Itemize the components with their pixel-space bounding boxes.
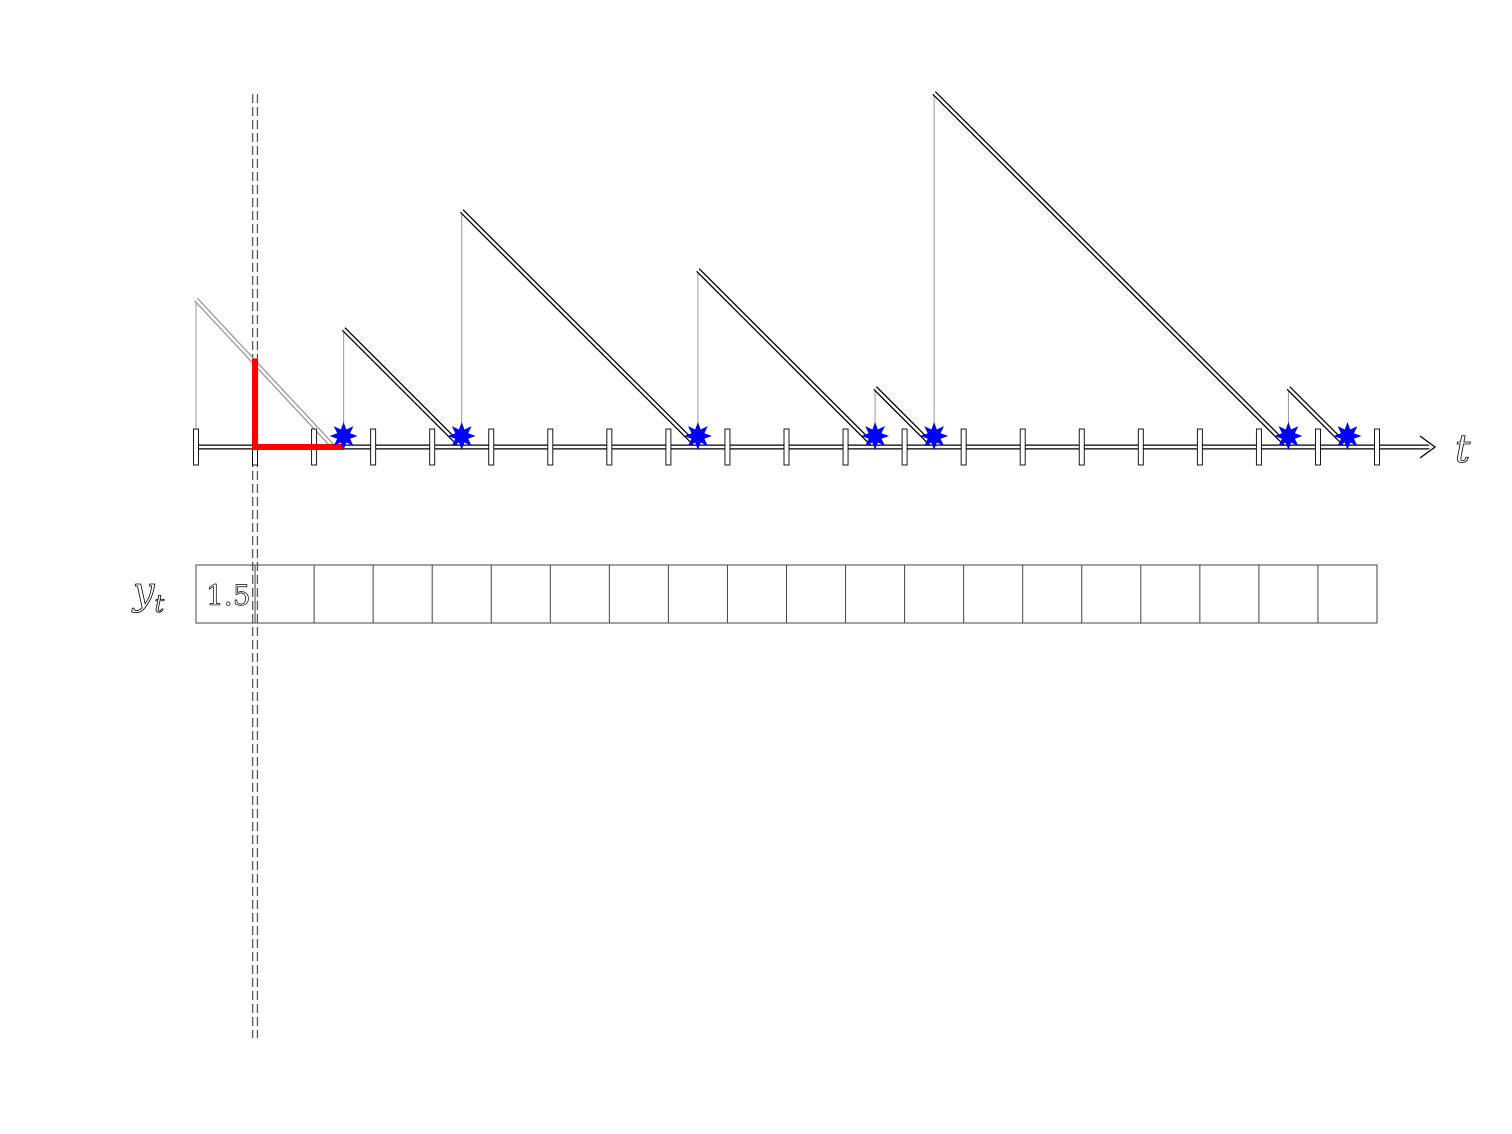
axis-tick-18 [1255,428,1262,466]
axis-tick-0 [193,428,199,466]
axis-tick-10 [783,428,790,466]
event-star-3 [861,422,890,450]
axis-tick-7 [606,428,613,466]
axis-tick-11 [842,428,849,466]
axis-tick-4 [429,428,436,466]
axis-tick-3 [370,428,377,466]
tooth-decay-0 [194,297,336,449]
event-star-0 [329,422,358,450]
axis-tick-6 [547,428,554,466]
axis-tick-9 [724,428,731,466]
highlighted-value [252,358,344,450]
axis-tick-20 [1374,428,1380,466]
tooth-decay-5 [932,91,1291,449]
time-axis-label: t [1455,427,1471,471]
axis-tick-15 [1078,428,1085,466]
axis-tick-16 [1137,428,1144,466]
sawtooth-plot [194,91,1350,449]
axis-tick-14 [1019,428,1026,466]
row-label: yt [131,569,164,618]
axis-tick-12 [901,428,908,466]
tooth-decay-1 [341,327,464,449]
axis-tick-13 [960,428,967,466]
event-star-6 [1333,422,1362,450]
axis-tick-17 [1196,428,1203,466]
event-markers [329,422,1362,450]
axis-arrowhead [1419,435,1437,459]
axis-tick-5 [488,428,495,466]
axis-tick-19 [1314,428,1321,466]
value-row: 1.5 [195,564,1378,624]
value-cell-0: 1.5 [206,579,251,612]
event-star-2 [683,422,712,450]
tooth-decay-3 [696,268,877,449]
time-axis [193,428,1439,466]
event-star-4 [920,422,949,450]
event-star-1 [447,422,476,450]
highlight-path [252,358,344,450]
tooth-decay-2 [459,209,700,449]
axis-tick-8 [665,428,672,466]
event-star-5 [1274,422,1303,450]
